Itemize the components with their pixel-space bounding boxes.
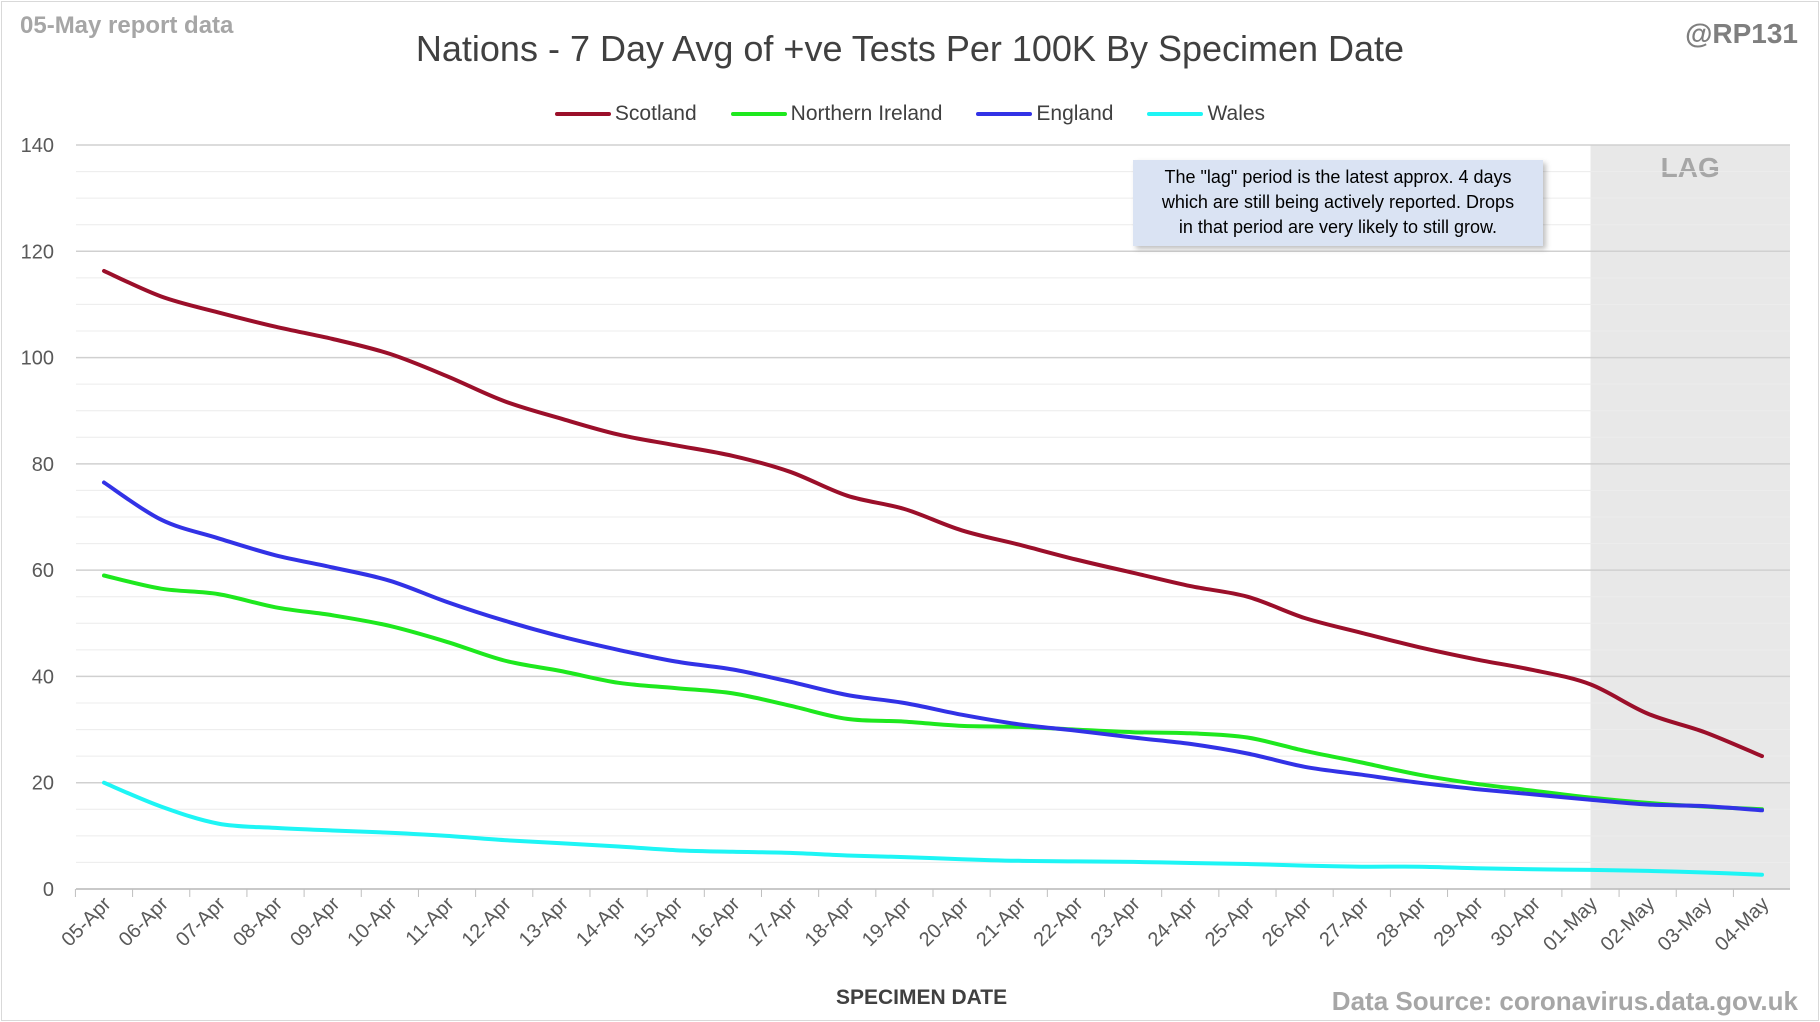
y-tick-label: 20 <box>32 773 54 795</box>
x-tick-label: 25-Apr <box>1201 893 1259 951</box>
x-tick-label: 11-Apr <box>402 893 459 950</box>
x-tick-label: 19-Apr <box>858 893 916 951</box>
x-tick-label: 09-Apr <box>286 893 344 951</box>
series-line-northern-ireland <box>102 573 1764 812</box>
legend-label-northern-ireland: Northern Ireland <box>790 102 943 125</box>
legend-item-northern-ireland: Northern Ireland <box>730 102 943 126</box>
x-tick-label: 01-May <box>1539 893 1602 956</box>
series-line-scotland <box>102 268 1764 759</box>
x-tick-label: 27-Apr <box>1315 893 1373 951</box>
x-tick-label: 05-Apr <box>58 893 116 951</box>
legend-label-scotland: Scotland <box>614 102 697 125</box>
legend: Scotland Northern Ireland England Wales <box>0 102 1820 126</box>
x-tick-label: 23-Apr <box>1087 893 1145 951</box>
x-tick-label: 15-Apr <box>629 893 687 951</box>
x-tick-label: 02-May <box>1596 893 1659 956</box>
legend-item-wales: Wales <box>1147 102 1265 126</box>
legend-item-england: England <box>976 102 1113 126</box>
x-tick-label: 12-Apr <box>458 893 516 951</box>
x-tick-label: 04-May <box>1711 893 1774 956</box>
x-tick-label: 16-Apr <box>686 893 744 951</box>
x-tick-label: 13-Apr <box>515 893 573 951</box>
report-date-label: 05-May report data <box>20 12 234 39</box>
x-tick-label: 14-Apr <box>572 893 630 951</box>
lag-note: The "lag" period is the latest approx. 4… <box>1133 160 1543 246</box>
x-tick-label: 29-Apr <box>1430 893 1488 951</box>
series-line-england <box>102 480 1764 813</box>
x-tick-label: 26-Apr <box>1258 893 1316 951</box>
y-tick-label: 100 <box>21 348 54 370</box>
author-handle: @RP131 <box>1685 18 1798 49</box>
x-axis-title: SPECIMEN DATE <box>836 986 1008 1009</box>
y-tick-label: 0 <box>43 879 54 901</box>
x-tick-label: 07-Apr <box>172 893 230 951</box>
data-source-label: Data Source: coronavirus.data.gov.uk <box>1331 986 1798 1016</box>
legend-swatch-scotland <box>554 112 611 116</box>
legend-item-scotland: Scotland <box>554 102 697 126</box>
x-tick-label: 21-Apr <box>972 893 1030 951</box>
y-tick-label: 60 <box>32 560 54 582</box>
x-tick-label: 20-Apr <box>915 893 973 951</box>
x-tick-label: 22-Apr <box>1029 893 1087 951</box>
x-tick-label: 06-Apr <box>115 893 173 951</box>
x-tick-label: 03-May <box>1654 893 1717 956</box>
lag-note-line-1: The "lag" period is the latest approx. 4… <box>1164 167 1512 187</box>
lag-note-line-2: which are still being actively reported.… <box>1161 192 1515 212</box>
x-tick-label: 18-Apr <box>801 893 859 951</box>
y-tick-label: 40 <box>32 666 54 688</box>
lag-label: LAG <box>1661 152 1720 183</box>
y-tick-label: 140 <box>21 135 54 157</box>
lag-note-line-3: in that period are very likely to still … <box>1178 217 1498 237</box>
x-tick-label: 10-Apr <box>343 893 401 951</box>
y-tick-label: 120 <box>21 241 54 263</box>
y-tick-label: 80 <box>32 454 54 476</box>
series-line-wales <box>102 780 1764 877</box>
legend-label-england: England <box>1036 102 1114 125</box>
legend-swatch-england <box>976 112 1033 116</box>
x-tick-label: 30-Apr <box>1487 893 1545 951</box>
x-tick-label: 24-Apr <box>1144 893 1202 951</box>
x-tick-label: 08-Apr <box>229 893 287 951</box>
chart-title: Nations - 7 Day Avg of +ve Tests Per 100… <box>415 28 1405 69</box>
legend-swatch-wales <box>1147 112 1204 116</box>
legend-label-wales: Wales <box>1207 102 1266 125</box>
x-tick-label: 28-Apr <box>1372 893 1430 951</box>
legend-swatch-northern-ireland <box>730 112 787 116</box>
x-tick-label: 17-Apr <box>744 893 802 951</box>
